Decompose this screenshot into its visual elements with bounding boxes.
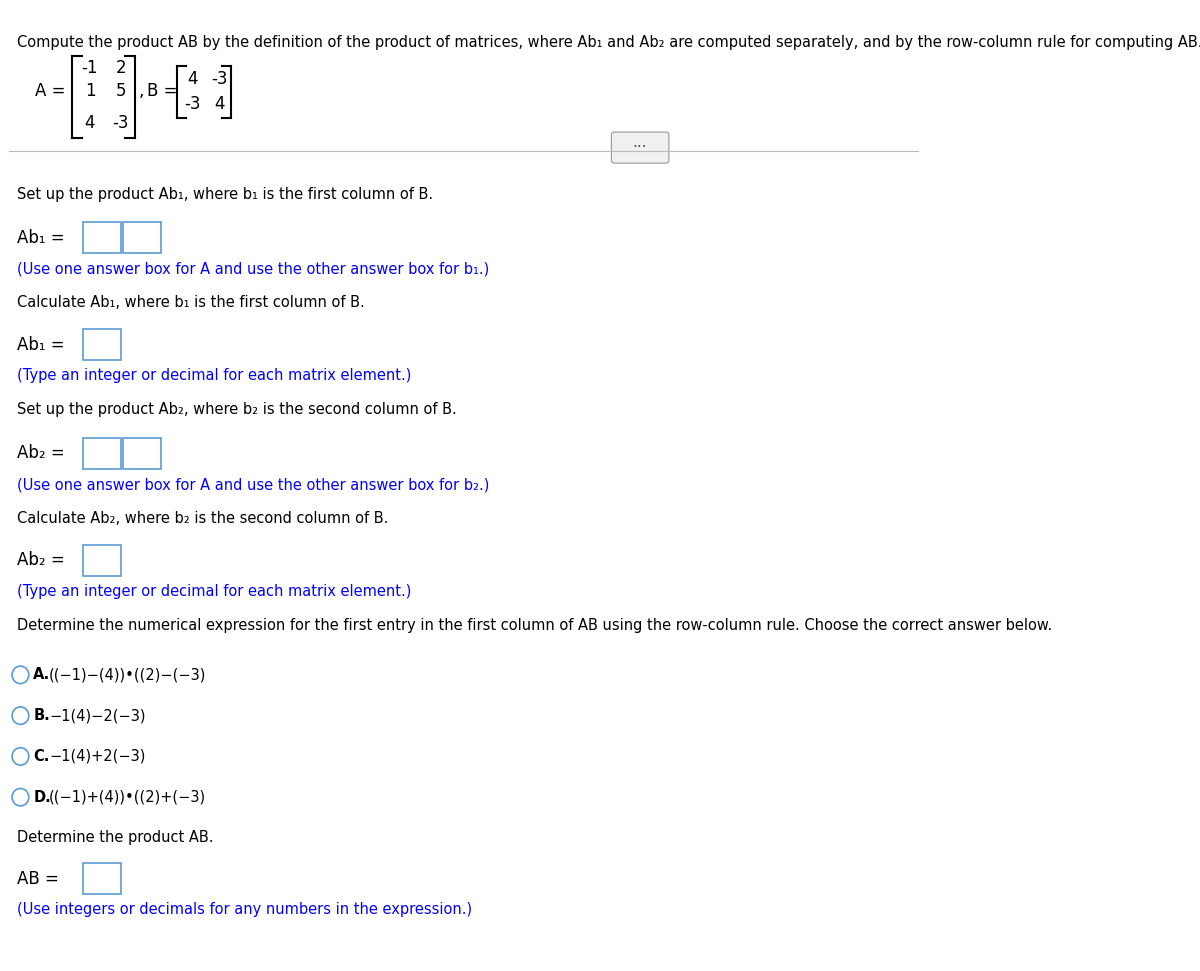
Text: 4: 4 xyxy=(187,70,198,87)
Text: ((−1)+(4))•((2)+(−3): ((−1)+(4))•((2)+(−3) xyxy=(49,789,206,805)
Text: Compute the product AB by the definition of the product of matrices, where Ab₁ a: Compute the product AB by the definition… xyxy=(17,35,1200,50)
Text: 2: 2 xyxy=(115,59,126,77)
Text: (Use integers or decimals for any numbers in the expression.): (Use integers or decimals for any number… xyxy=(17,902,472,918)
Text: -3: -3 xyxy=(113,115,128,132)
Text: Set up the product Ab₂, where b₂ is the second column of B.: Set up the product Ab₂, where b₂ is the … xyxy=(17,402,456,418)
FancyBboxPatch shape xyxy=(84,329,121,360)
Text: 5: 5 xyxy=(115,83,126,100)
Text: Ab₁ =: Ab₁ = xyxy=(17,229,65,247)
Text: −1(4)+2(−3): −1(4)+2(−3) xyxy=(49,749,145,764)
Text: 4: 4 xyxy=(215,95,226,113)
FancyBboxPatch shape xyxy=(84,222,121,253)
Text: Calculate Ab₂, where b₂ is the second column of B.: Calculate Ab₂, where b₂ is the second co… xyxy=(17,511,388,526)
Text: (Use one answer box for A and use the other answer box for b₁.): (Use one answer box for A and use the ot… xyxy=(17,261,488,277)
Text: ,: , xyxy=(139,83,144,100)
Text: (Type an integer or decimal for each matrix element.): (Type an integer or decimal for each mat… xyxy=(17,584,412,599)
Text: -3: -3 xyxy=(211,70,228,87)
Circle shape xyxy=(12,748,29,765)
Text: Ab₁ =: Ab₁ = xyxy=(17,336,65,353)
Text: D.: D. xyxy=(34,789,52,805)
Circle shape xyxy=(12,707,29,724)
FancyBboxPatch shape xyxy=(611,132,668,163)
FancyBboxPatch shape xyxy=(84,545,121,576)
Text: B =: B = xyxy=(146,83,182,100)
Text: Ab₂ =: Ab₂ = xyxy=(17,445,65,462)
Text: B.: B. xyxy=(34,708,50,723)
FancyBboxPatch shape xyxy=(124,222,161,253)
Text: (Type an integer or decimal for each matrix element.): (Type an integer or decimal for each mat… xyxy=(17,368,412,384)
Text: C.: C. xyxy=(34,749,49,764)
Text: A.: A. xyxy=(34,667,50,683)
Text: ···: ··· xyxy=(632,140,648,155)
FancyBboxPatch shape xyxy=(84,438,121,469)
Text: Determine the numerical expression for the first entry in the first column of AB: Determine the numerical expression for t… xyxy=(17,618,1052,633)
Text: A =: A = xyxy=(35,83,71,100)
Text: −1(4)−2(−3): −1(4)−2(−3) xyxy=(49,708,145,723)
Text: Ab₂ =: Ab₂ = xyxy=(17,552,65,569)
Text: Calculate Ab₁, where b₁ is the first column of B.: Calculate Ab₁, where b₁ is the first col… xyxy=(17,295,365,311)
Text: (Use one answer box for A and use the other answer box for b₂.): (Use one answer box for A and use the ot… xyxy=(17,477,490,492)
Text: 4: 4 xyxy=(85,115,95,132)
Circle shape xyxy=(12,666,29,684)
Text: ((−1)−(4))•((2)−(−3): ((−1)−(4))•((2)−(−3) xyxy=(49,667,206,683)
Circle shape xyxy=(12,788,29,806)
Text: Set up the product Ab₁, where b₁ is the first column of B.: Set up the product Ab₁, where b₁ is the … xyxy=(17,186,433,202)
Text: 1: 1 xyxy=(85,83,95,100)
Text: -3: -3 xyxy=(185,95,202,113)
Text: -1: -1 xyxy=(82,59,98,77)
Text: Determine the product AB.: Determine the product AB. xyxy=(17,829,214,845)
FancyBboxPatch shape xyxy=(84,863,121,894)
Text: AB =: AB = xyxy=(17,870,59,887)
FancyBboxPatch shape xyxy=(124,438,161,469)
